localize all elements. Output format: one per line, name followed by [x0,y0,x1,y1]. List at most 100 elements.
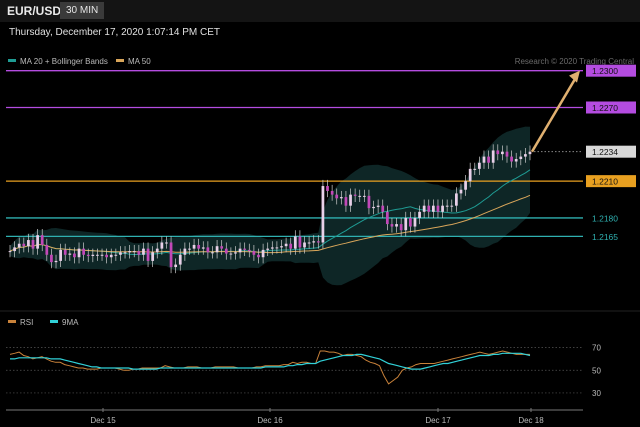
x-tick-label: Dec 18 [518,416,544,425]
timeframe-button[interactable]: 30 MIN [60,2,105,19]
top-bar: EUR/USD 30 MIN [0,0,640,22]
rsi-legend: RSI 9MA [8,318,79,327]
candle-body [349,194,352,206]
candle-body [266,248,270,250]
current-price-label: 1.2234 [592,147,618,157]
candle-body [275,247,279,249]
level-label: 1.2180 [592,213,618,223]
candle-body [238,248,242,253]
candle-body [59,249,62,261]
candle-body [109,254,113,258]
legend-swatch [8,320,16,323]
level-label-box [586,175,636,188]
candle-body [224,248,228,254]
moving-averages [9,169,531,255]
candle-body [229,253,233,255]
candle-body [215,246,219,253]
candle-body [344,197,348,206]
candle-body [358,195,362,197]
candle-body [73,253,76,258]
candle-body [441,205,444,212]
candle-body [496,150,500,155]
projection-line [530,75,579,153]
candle-body [36,235,39,249]
credit-text: Research © 2020 Trading Central [515,57,635,66]
x-tick-label: Dec 15 [90,416,116,425]
candle-body [243,248,247,250]
candle-body [376,205,380,207]
candle-body [105,254,109,258]
price-legend: MA 20 + Bollinger Bands MA 50 [8,57,151,66]
candle-body [160,242,164,249]
candle-body [445,205,449,207]
candle-body [307,242,311,244]
candle-body [188,248,191,250]
candle-body [22,243,26,247]
candle-body [183,248,187,255]
ma50-line [9,194,531,254]
candle-body [321,186,325,243]
candle-body [510,156,513,162]
candle-body [54,260,58,263]
candle-body [261,249,265,258]
candle-body [178,254,182,265]
candle-body [142,248,145,255]
candle-body [473,168,477,170]
candle-body [100,254,104,256]
candle-body [211,252,214,254]
candle-body [312,241,316,243]
candle-body [339,197,343,199]
x-tick-label: Dec 16 [257,416,283,425]
legend-swatch [116,59,124,62]
x-axis: Dec 15 Dec 16 Dec 17 Dec 18 [6,408,583,425]
candle-body [289,243,293,249]
rsi-ma9-line [10,352,531,370]
candle-body [96,254,99,256]
candle-body [487,156,490,163]
candle-body [367,195,371,209]
level-label: 1.2270 [592,103,618,113]
candle-body [132,251,136,253]
rsi-tick-label: 70 [592,344,601,353]
candle-body [50,254,53,263]
rsi-tick-label: 50 [592,366,601,375]
candle-body [82,248,85,255]
legend-label: MA 20 + Bollinger Bands [20,57,108,66]
candle-body [192,244,196,249]
level-label-box [586,101,636,114]
candle-body [372,206,375,209]
current-price-box [586,145,636,158]
candle-body [257,254,260,258]
candle-body [119,252,122,255]
candle-body [247,249,251,252]
symbol-title: EUR/USD [7,4,62,18]
candle-body [524,154,527,157]
candle-body [252,251,256,255]
candle-body [201,247,205,249]
candle-body [505,151,509,157]
rsi-tick-label: 30 [592,389,601,398]
candle-body [353,194,357,196]
candle-body [478,162,481,169]
candle-body [455,193,458,206]
legend-label: 9MA [62,318,79,327]
candle-body [408,217,412,227]
candle-body [174,264,178,268]
rsi-line [9,350,530,385]
candle-body [220,246,224,249]
candle-body [413,217,417,227]
candle-body [270,247,274,249]
candle-body [395,224,398,227]
legend-label: MA 50 [128,57,151,66]
projection-arrowhead [569,70,580,83]
candle-body [151,252,155,261]
level-label: 1.2210 [592,177,618,187]
candle-body [418,211,421,218]
candle-body [40,235,44,245]
candle-body [155,248,159,253]
candle-body [431,205,435,212]
candle-body [63,249,67,255]
candle-body [77,248,81,258]
candle-body [280,246,283,248]
candle-body [468,168,472,182]
